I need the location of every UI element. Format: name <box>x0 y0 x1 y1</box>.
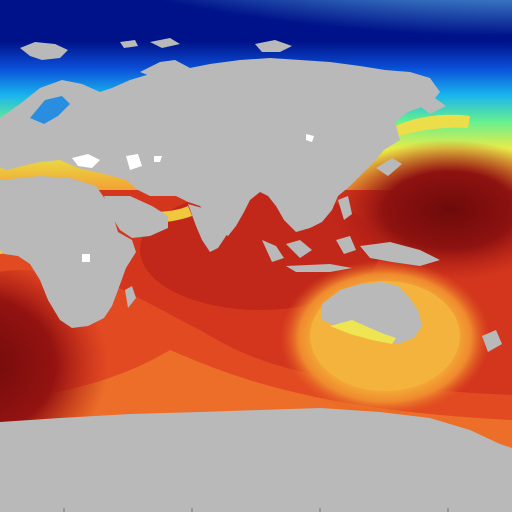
lake-victoria-white <box>82 254 90 262</box>
antarctica-land <box>0 408 512 512</box>
